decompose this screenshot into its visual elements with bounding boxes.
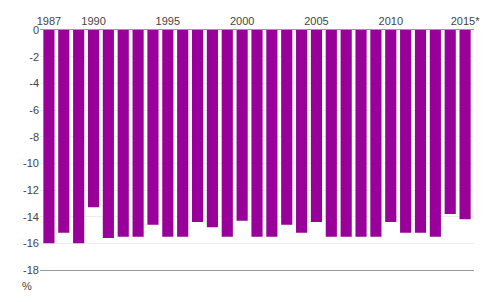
- svg-text:2000: 2000: [230, 15, 254, 27]
- svg-text:2010: 2010: [379, 15, 403, 27]
- svg-text:%: %: [22, 280, 32, 292]
- svg-text:-16: -16: [23, 237, 39, 249]
- svg-text:1990: 1990: [81, 15, 105, 27]
- svg-text:-4: -4: [29, 77, 39, 89]
- svg-text:-14: -14: [23, 211, 39, 223]
- svg-text:-12: -12: [23, 184, 39, 196]
- svg-text:0: 0: [33, 24, 39, 36]
- svg-text:1987: 1987: [37, 15, 61, 27]
- svg-text:2015*: 2015*: [451, 15, 480, 27]
- svg-text:-6: -6: [29, 104, 39, 116]
- svg-text:-10: -10: [23, 157, 39, 169]
- svg-text:-18: -18: [23, 264, 39, 276]
- svg-text:1995: 1995: [156, 15, 180, 27]
- svg-text:-2: -2: [29, 51, 39, 63]
- svg-text:-8: -8: [29, 131, 39, 143]
- svg-text:2005: 2005: [304, 15, 328, 27]
